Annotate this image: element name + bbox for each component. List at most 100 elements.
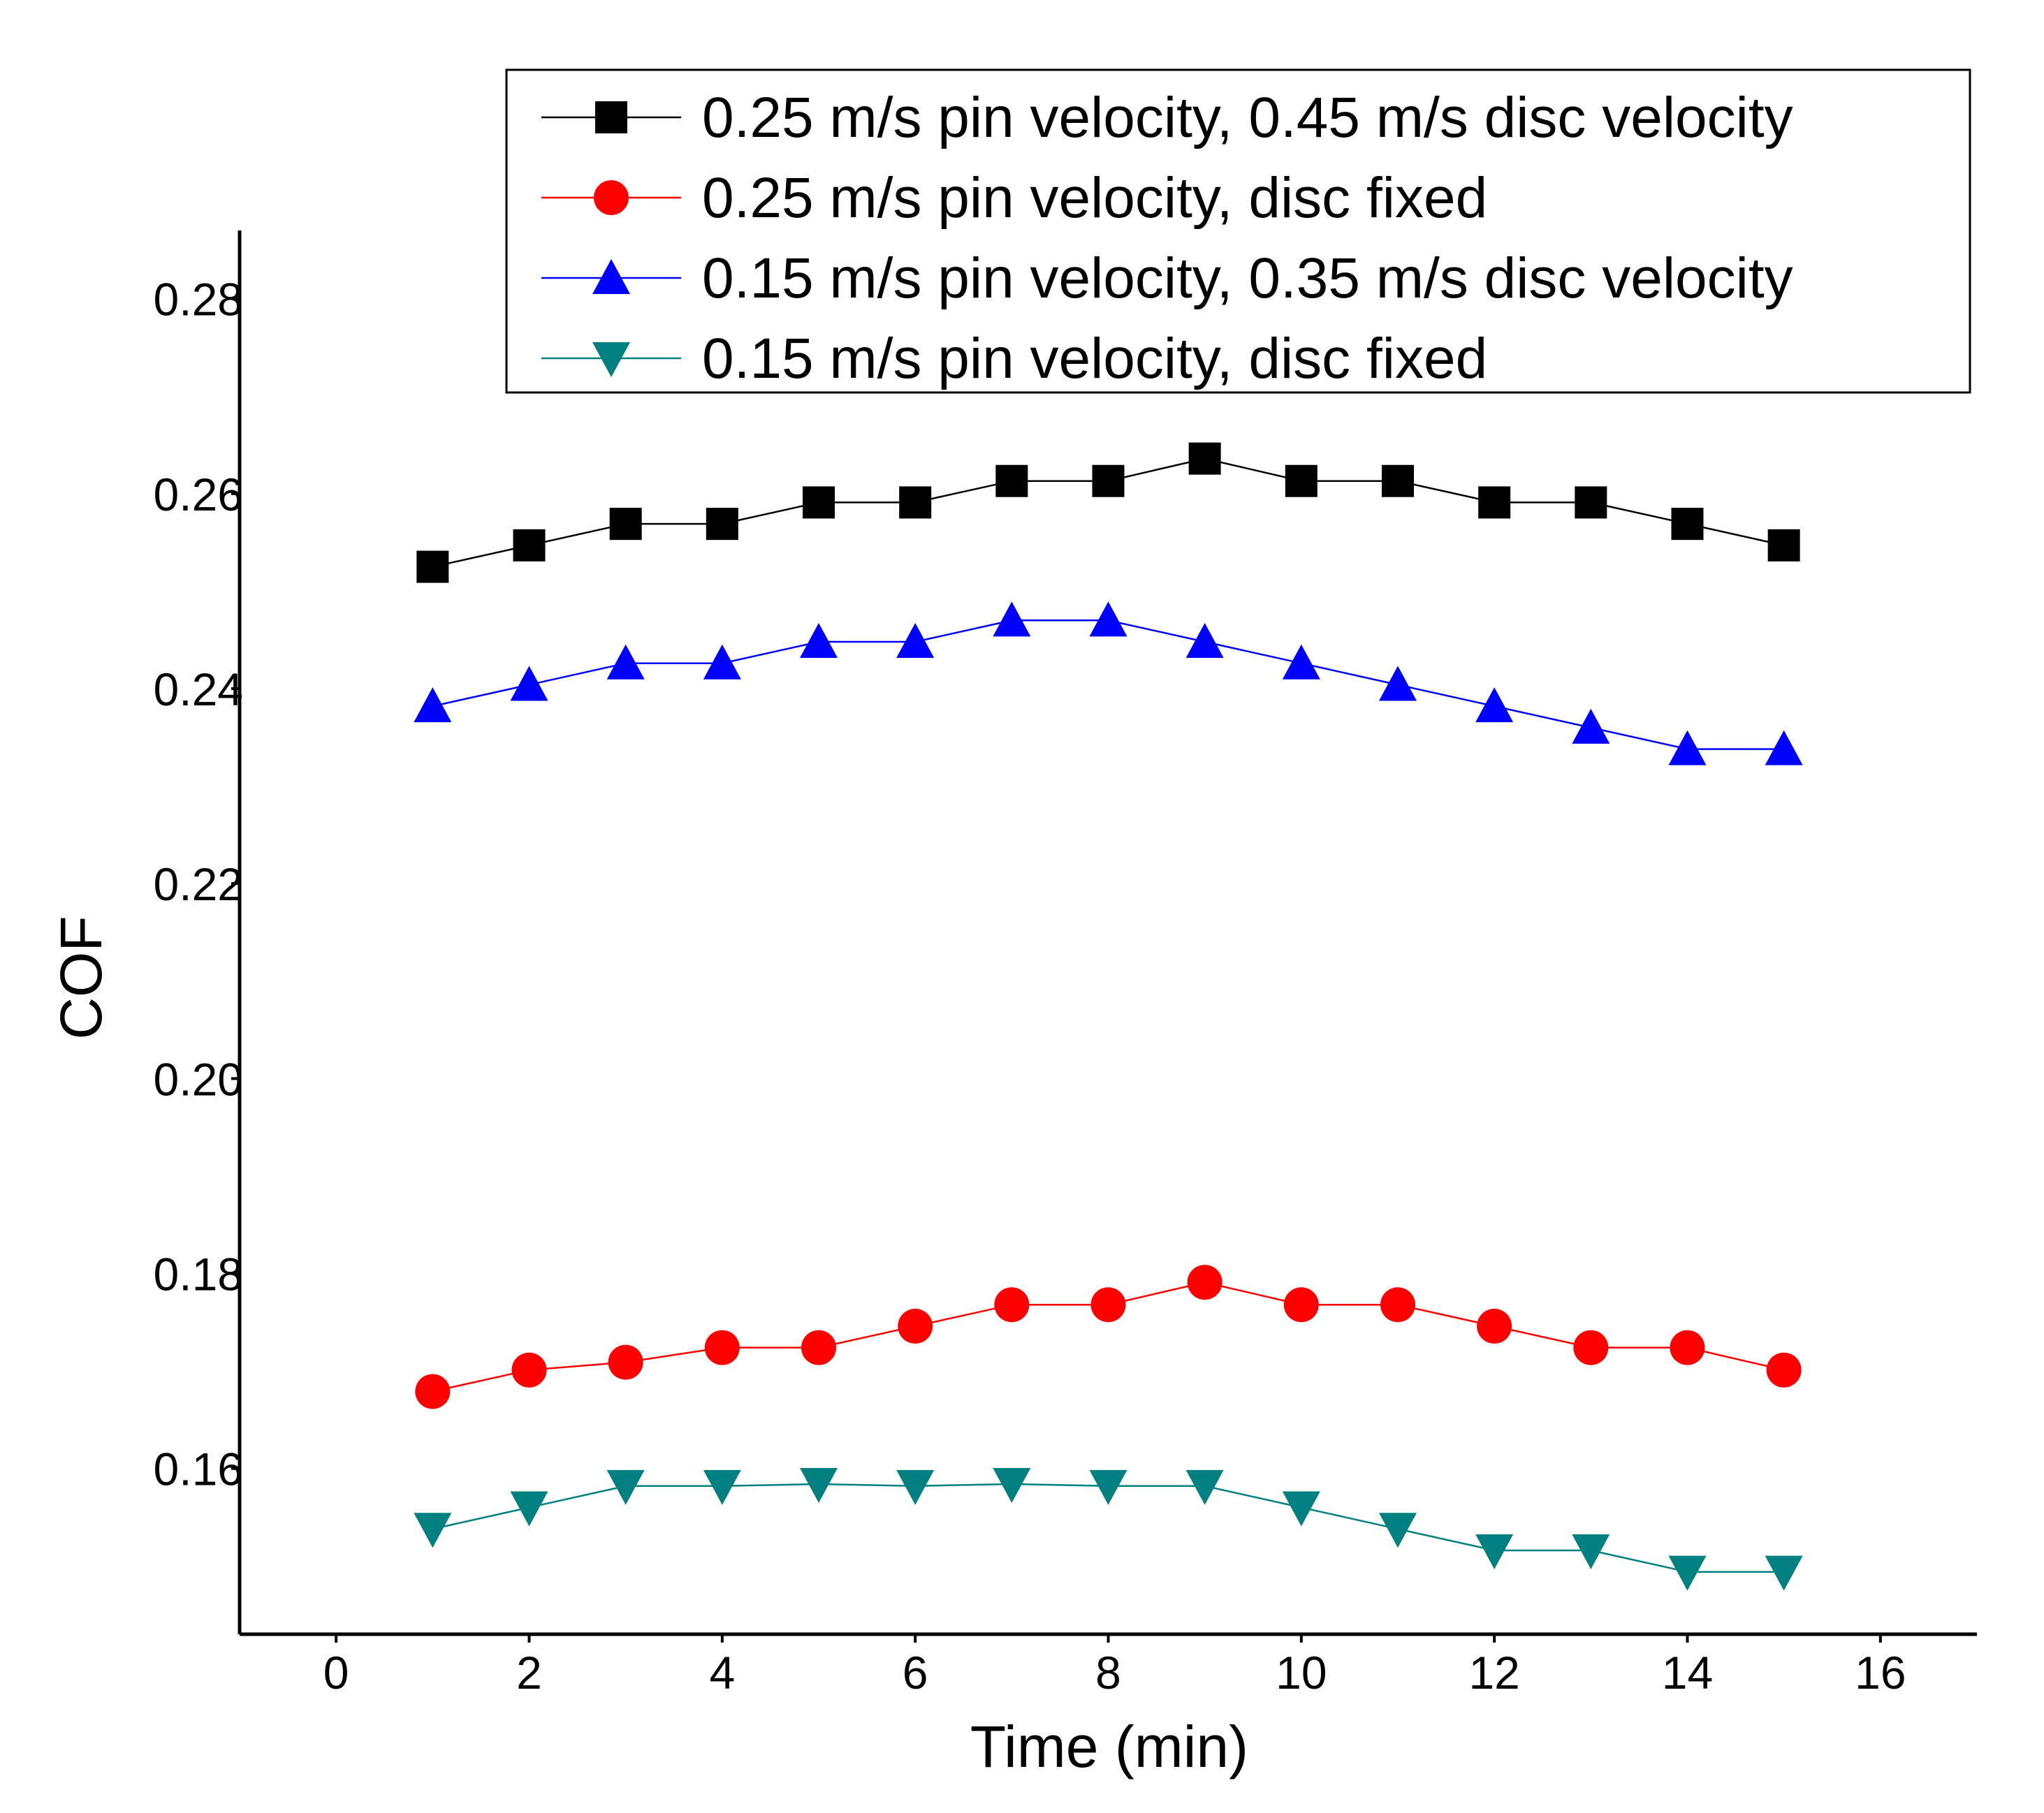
y-tick-label: 0.22: [154, 858, 243, 910]
legend-marker: [594, 180, 629, 215]
data-point: [899, 486, 932, 519]
data-point: [510, 1491, 548, 1527]
legend-marker: [592, 259, 630, 294]
legend-label: 0.25 m/s pin velocity, 0.45 m/s disc vel…: [702, 86, 1793, 149]
plot-series: [414, 442, 1803, 1591]
data-point: [414, 687, 452, 723]
data-point: [1379, 666, 1417, 701]
data-point: [513, 529, 546, 561]
data-point: [995, 464, 1028, 497]
data-point: [510, 666, 548, 701]
axes: 0 2 4 6 8 10 12 14 16 0.160.180.200.220.240.260.…: [154, 230, 1977, 1698]
series-2: [415, 1265, 1802, 1409]
data-point: [800, 623, 838, 659]
data-point: [1573, 1330, 1609, 1365]
data-point: [1478, 486, 1511, 519]
data-point: [1379, 1513, 1417, 1548]
y-tick-label: 0.20: [154, 1053, 243, 1105]
data-point: [994, 1287, 1030, 1323]
y-axis-title: COF: [48, 916, 114, 1039]
x-ticks: 0 2 4 6 8 10 12 14 16: [323, 1634, 1906, 1698]
data-point: [1090, 1287, 1126, 1323]
x-tick-label: 8: [1095, 1647, 1121, 1698]
data-point: [1572, 1534, 1610, 1569]
data-point: [1185, 1469, 1224, 1505]
data-point: [1285, 464, 1317, 497]
data-point: [800, 1468, 838, 1504]
legend-label: 0.25 m/s pin velocity, disc fixed: [702, 166, 1487, 230]
data-point: [1668, 730, 1707, 765]
data-point: [993, 601, 1031, 637]
data-point: [706, 508, 738, 541]
data-point: [1668, 1555, 1707, 1591]
data-point: [896, 1469, 935, 1505]
data-point: [606, 644, 645, 680]
legend: 0.25 m/s pin velocity, 0.45 m/s disc vel…: [505, 68, 1971, 394]
x-tick-label: 14: [1662, 1647, 1713, 1698]
data-point: [1575, 486, 1607, 519]
y-ticks: 0.16 0.18 0.20 0.22 0.24 0.26 0.28: [154, 274, 243, 1495]
legend-marker: [595, 101, 627, 133]
data-point: [1475, 1534, 1514, 1569]
y-tick-label: 0.24: [154, 663, 243, 715]
x-tick-label: 2: [516, 1647, 542, 1698]
data-point: [803, 486, 835, 519]
legend-entry: 0.15 m/s pin velocity, disc fixed: [541, 327, 1487, 390]
data-point: [606, 1469, 645, 1505]
y-tick-label: 0.16: [154, 1444, 243, 1495]
data-point: [1670, 1330, 1705, 1365]
legend-label: 0.15 m/s pin velocity, 0.35 m/s disc vel…: [702, 247, 1793, 310]
y-tick-label: 0.28: [154, 274, 243, 325]
data-point: [1765, 730, 1803, 765]
data-point: [1477, 1308, 1512, 1344]
legend-box: [505, 68, 1971, 394]
legend-entry: 0.15 m/s pin velocity, 0.35 m/s disc vel…: [541, 247, 1793, 310]
legend-entry: 0.25 m/s pin velocity, disc fixed: [541, 166, 1487, 230]
data-point: [608, 1344, 643, 1380]
series-4: [414, 1468, 1803, 1591]
data-point: [1765, 1555, 1803, 1591]
data-point: [416, 550, 449, 583]
data-point: [1089, 601, 1127, 637]
legend-label: 0.15 m/s pin velocity, disc fixed: [702, 327, 1487, 390]
data-point: [1572, 708, 1610, 744]
x-tick-label: 4: [709, 1647, 735, 1698]
data-point: [414, 1513, 452, 1548]
data-point: [1380, 1287, 1415, 1323]
data-point: [1767, 529, 1800, 561]
legend-entries: 0.25 m/s pin velocity, 0.45 m/s disc vel…: [541, 86, 1793, 390]
x-tick-label: 6: [903, 1647, 928, 1698]
y-tick-label: 0.18: [154, 1249, 243, 1300]
data-point: [1382, 464, 1414, 497]
x-tick-label: 10: [1276, 1647, 1327, 1698]
data-point: [1282, 644, 1320, 680]
data-point: [1092, 464, 1125, 497]
data-point: [1089, 1469, 1127, 1505]
data-point: [1475, 687, 1514, 723]
y-tick-label: 0.26: [154, 469, 243, 520]
series-1: [416, 442, 1800, 583]
data-point: [703, 1469, 741, 1505]
data-point: [993, 1468, 1031, 1504]
data-point: [1671, 508, 1704, 541]
x-tick-label: 16: [1855, 1647, 1906, 1698]
x-tick-label: 12: [1468, 1647, 1519, 1698]
data-point: [896, 623, 935, 659]
data-point: [1766, 1352, 1802, 1388]
data-point: [415, 1374, 451, 1409]
data-point: [1187, 1265, 1222, 1300]
data-point: [1282, 1491, 1320, 1527]
data-point: [704, 1330, 740, 1365]
data-point: [609, 508, 642, 541]
legend-marker: [592, 342, 630, 377]
data-point: [898, 1308, 933, 1344]
x-tick-label: 0: [323, 1647, 349, 1698]
legend-entry: 0.25 m/s pin velocity, 0.45 m/s disc vel…: [541, 86, 1793, 149]
data-point: [1283, 1287, 1319, 1323]
x-axis-title: Time (min): [970, 1714, 1248, 1779]
data-point: [511, 1352, 547, 1388]
data-point: [1188, 442, 1221, 475]
data-point: [1185, 623, 1224, 659]
series-3: [414, 601, 1803, 765]
